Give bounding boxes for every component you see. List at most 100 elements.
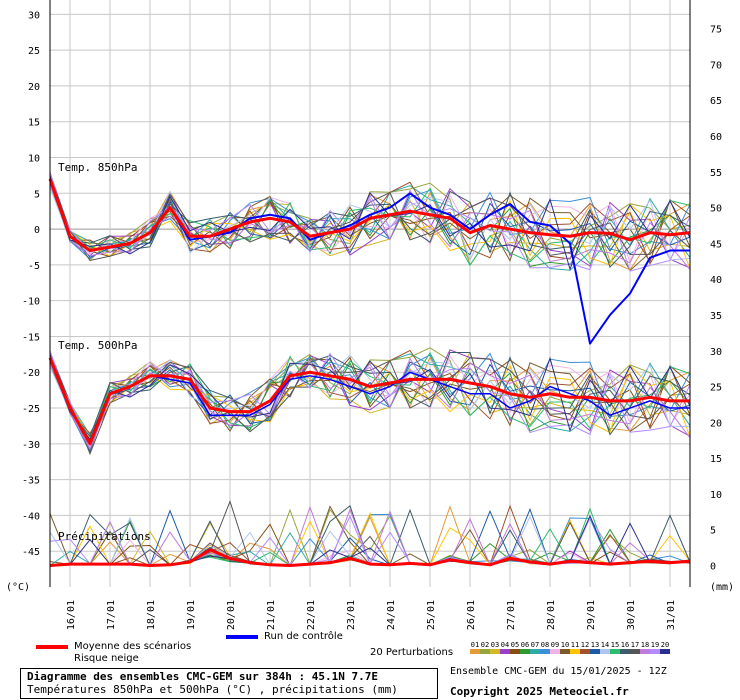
- right-tick-label: 10: [710, 490, 722, 501]
- perturbation-swatch: [590, 649, 600, 654]
- perturbation-number: 03: [490, 641, 500, 649]
- series-lines: [48, 178, 691, 568]
- x-tick-label: 29/01: [586, 600, 597, 630]
- perturbation-number: 04: [500, 641, 510, 649]
- legend-perturbations-label: 20 Perturbations: [370, 647, 454, 658]
- right-tick-label: 75: [710, 25, 722, 36]
- ensemble-chart: 302520151050-5-10-15-20-25-30-35-40-4575…: [6, 0, 734, 630]
- left-tick-label: -45: [22, 547, 40, 558]
- x-tick-label: 30/01: [626, 600, 637, 630]
- x-tick-label: 18/01: [146, 600, 157, 630]
- legend-control-swatch: [226, 634, 258, 639]
- x-tick-label: 28/01: [546, 600, 557, 630]
- perturbation-number: 18: [640, 641, 650, 649]
- plot-background: [50, 0, 690, 587]
- perturbation-swatch: [580, 649, 590, 654]
- right-tick-label: 45: [710, 239, 722, 250]
- perturbation-swatch: [490, 649, 500, 654]
- right-axis-unit: (mm): [710, 582, 734, 593]
- perturbation-number: 05: [510, 641, 520, 649]
- perturbation-number: 02: [480, 641, 490, 649]
- left-tick-label: -35: [22, 476, 40, 487]
- t850-perturbation-6: [49, 183, 691, 267]
- legend-control-label: Run de contrôle: [264, 631, 343, 642]
- left-tick-label: 15: [28, 118, 40, 129]
- perturbation-number: 09: [550, 641, 560, 649]
- perturbation-swatch: [600, 649, 610, 654]
- x-tick-label: 31/01: [666, 600, 677, 630]
- perturbation-number: 11: [570, 641, 580, 649]
- precip-mean-line: [49, 548, 691, 568]
- t850-perturbation-16: [49, 179, 691, 268]
- perturbation-number: 19: [650, 641, 660, 649]
- left-tick-label: 10: [28, 153, 40, 164]
- perturbation-swatch: [500, 649, 510, 654]
- left-tick-label: -15: [22, 332, 40, 343]
- t850-perturbation-19: [49, 185, 691, 272]
- t850-perturbation-14: [49, 187, 691, 262]
- perturbation-numbers: 01 02 03 04 05 06 07 08 09 10 11 12 13 14 15 16 17 18 19 20: [470, 641, 670, 649]
- perturbation-swatch: [470, 649, 480, 654]
- legend-snow: Risque neige: [74, 653, 139, 664]
- perturbation-swatch: [560, 649, 570, 654]
- perturbation-number: 06: [520, 641, 530, 649]
- x-tick-label: 19/01: [186, 600, 197, 630]
- x-tick-label: 17/01: [106, 600, 117, 630]
- perturbation-swatches: [470, 649, 670, 654]
- left-tick-label: 25: [28, 46, 40, 57]
- t850-perturbation-9: [49, 171, 691, 264]
- perturbation-swatch: [540, 649, 550, 654]
- perturbation-swatch: [530, 649, 540, 654]
- axes: 302520151050-5-10-15-20-25-30-35-40-4575…: [22, 0, 722, 630]
- perturbation-number: 12: [580, 641, 590, 649]
- left-tick-label: -5: [28, 261, 40, 272]
- perturbation-number: 15: [610, 641, 620, 649]
- grid: [50, 0, 690, 587]
- left-tick-label: 5: [34, 189, 40, 200]
- right-tick-label: 25: [710, 383, 722, 394]
- perturbation-swatch: [610, 649, 620, 654]
- perturbation-swatch: [660, 649, 670, 654]
- t850-perturbation-2: [49, 181, 691, 267]
- legend-snow-label: Risque neige: [74, 653, 139, 664]
- right-tick-label: 40: [710, 275, 722, 286]
- right-tick-label: 0: [710, 562, 716, 573]
- perturbation-number: 20: [660, 641, 670, 649]
- perturbation-swatch: [630, 649, 640, 654]
- x-tick-label: 27/01: [506, 600, 517, 630]
- perturbation-swatch: [520, 649, 530, 654]
- panel-label-t500: Temp. 500hPa: [58, 339, 137, 352]
- legend-mean: Moyenne des scénarios: [36, 641, 191, 652]
- t500-perturbation-9: [49, 350, 691, 449]
- x-tick-label: 21/01: [266, 600, 277, 630]
- perturbation-number: 17: [630, 641, 640, 649]
- t500-perturbation-15: [49, 351, 691, 443]
- x-tick-label: 20/01: [226, 600, 237, 630]
- x-tick-label: 24/01: [386, 600, 397, 630]
- left-tick-label: -10: [22, 297, 40, 308]
- right-tick-label: 15: [710, 454, 722, 465]
- perturbation-number: 13: [590, 641, 600, 649]
- legend-perturbation-palette: 01 02 03 04 05 06 07 08 09 10 11 12 13 14 15 16 17 18 19 20: [470, 641, 670, 654]
- footer-box: Diagramme des ensembles CMC-GEM sur 384h…: [20, 668, 438, 699]
- perturbation-swatch: [570, 649, 580, 654]
- left-axis-unit: (°C): [6, 582, 30, 593]
- left-tick-label: 20: [28, 82, 40, 93]
- right-tick-label: 55: [710, 168, 722, 179]
- right-tick-label: 65: [710, 96, 722, 107]
- left-tick-label: 0: [34, 225, 40, 236]
- x-tick-label: 16/01: [66, 600, 77, 630]
- perturbation-number: 16: [620, 641, 630, 649]
- legend-mean-swatch: [36, 644, 68, 649]
- legend-mean-label: Moyenne des scénarios: [74, 641, 192, 652]
- panel-label-precip: Précipitations: [58, 530, 151, 543]
- right-tick-label: 20: [710, 418, 722, 429]
- perturbation-number: 08: [540, 641, 550, 649]
- perturbation-number: 01: [470, 641, 480, 649]
- left-tick-label: -40: [22, 511, 40, 522]
- t500-mean-line: [48, 357, 690, 446]
- t850-mean-line: [48, 178, 691, 253]
- x-tick-label: 23/01: [346, 600, 357, 630]
- perturbation-number: 10: [560, 641, 570, 649]
- right-tick-label: 5: [710, 526, 716, 537]
